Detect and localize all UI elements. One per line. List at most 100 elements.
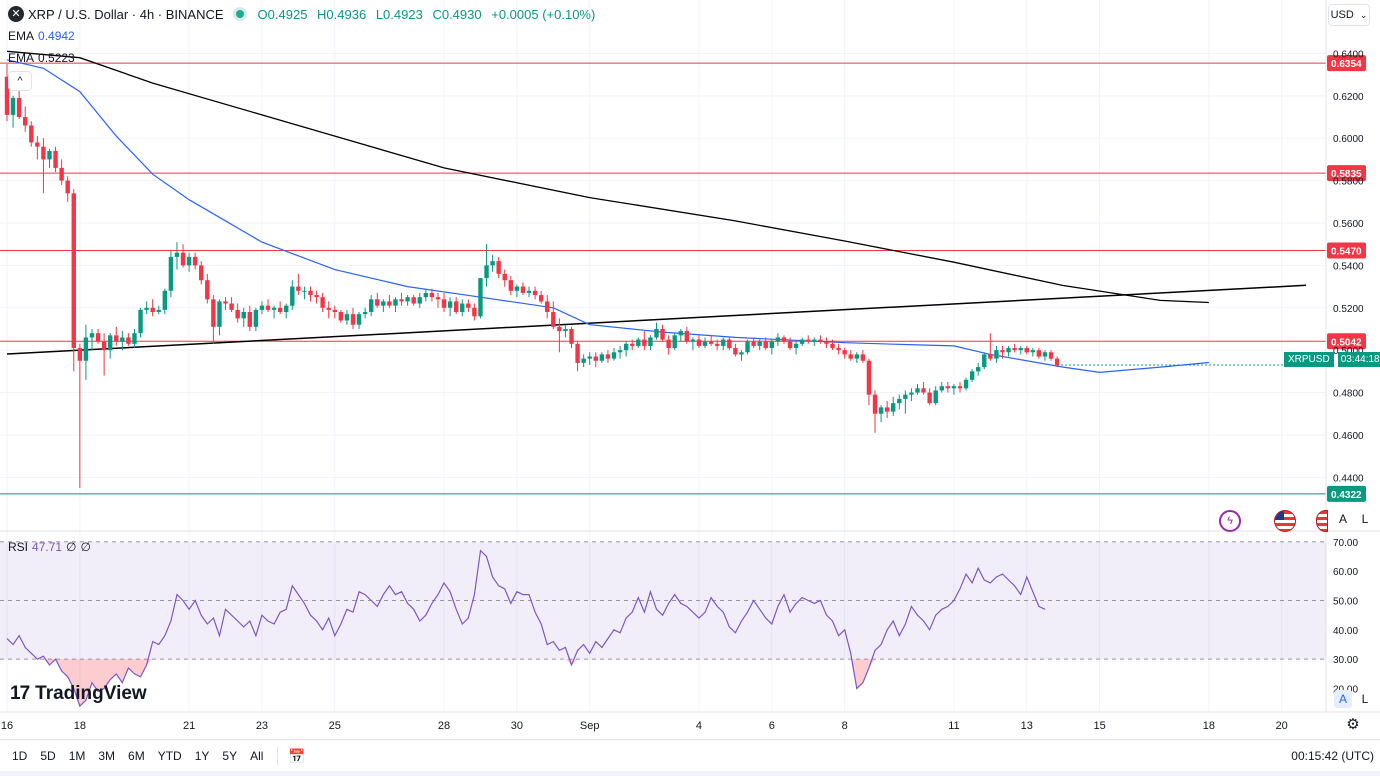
candle [642, 331, 647, 351]
candle-body [241, 312, 246, 319]
candle [284, 303, 289, 319]
candle-body [793, 343, 799, 349]
timeframe-ytd[interactable]: YTD [157, 749, 182, 763]
us-flag-icon[interactable] [1274, 510, 1296, 532]
candle [866, 358, 872, 406]
symbol-legend: ✕ XRP / U.S. Dollar · 4h · BINANCE O0.49… [8, 5, 601, 23]
lightning-icon[interactable]: ϟ [1219, 510, 1241, 532]
tradingview-logo[interactable]: 17 TradingView [10, 683, 147, 705]
candle-body [733, 348, 738, 355]
candle [405, 295, 410, 306]
auto-scale-button[interactable]: A [1338, 512, 1347, 526]
timeframe-5d[interactable]: 5D [40, 749, 56, 763]
candle [672, 333, 677, 351]
candle-body [739, 352, 744, 355]
candle-body [976, 367, 981, 372]
candle [690, 337, 696, 351]
candle-body [10, 97, 16, 115]
candle [708, 335, 714, 346]
y-tick-label: 0.5000 [1333, 346, 1364, 357]
candle-body [472, 307, 477, 317]
candle [963, 377, 969, 391]
candle [23, 106, 28, 132]
candle [156, 305, 161, 315]
log-scale-button[interactable]: L [1361, 512, 1369, 526]
candle-body [909, 392, 914, 395]
y-tick-label: 0.5600 [1333, 219, 1364, 230]
currency-button[interactable]: USD ⌄ [1328, 4, 1370, 26]
rsi-tick-label: 50.00 [1333, 596, 1358, 607]
candle-body [957, 386, 963, 389]
rsi-label: RSI [8, 540, 29, 554]
candle [538, 290, 544, 304]
candle [787, 337, 793, 351]
candle-body [551, 312, 556, 327]
candle [969, 369, 975, 382]
candle [441, 292, 447, 313]
ema-legend-slow[interactable]: EMA 0.5223 [8, 49, 75, 67]
timeframe-6m[interactable]: 6M [128, 749, 145, 763]
candle [65, 176, 70, 202]
candle-body [714, 343, 720, 346]
utc-clock[interactable]: 00:15:42 (UTC) [1291, 749, 1374, 763]
candle-body [16, 97, 22, 118]
candle [945, 381, 951, 393]
collapse-legend-button[interactable]: ^ [8, 71, 32, 91]
candle [496, 256, 501, 279]
ema-fast-line [6, 59, 1209, 374]
candle [490, 254, 495, 272]
candle [435, 292, 441, 308]
timeframe-1d[interactable]: 1D [12, 749, 28, 763]
candle-body [787, 341, 793, 349]
rsi-tick-label: 70.00 [1333, 538, 1358, 549]
gear-icon[interactable]: ⚙ [1346, 716, 1360, 733]
timeframe-1m[interactable]: 1M [68, 749, 86, 763]
candle [466, 299, 471, 313]
rsi-oversold-fill [7, 659, 1045, 707]
timeframe-1y[interactable]: 1Y [194, 749, 210, 763]
level-badge [1327, 485, 1366, 502]
candle [733, 343, 738, 357]
candle [211, 295, 216, 344]
candle [617, 345, 623, 359]
candle-body [575, 343, 580, 363]
candle-body [891, 403, 896, 412]
candle [781, 335, 787, 344]
candle-body [557, 326, 562, 332]
timeframe-3m[interactable]: 3M [98, 749, 116, 763]
candle [120, 331, 125, 351]
candle [872, 390, 878, 433]
candle [1024, 345, 1029, 355]
candle-body [478, 278, 483, 317]
rsi-band-fill [0, 541, 1326, 660]
candle [1006, 345, 1011, 357]
rsi-auto-scale-button[interactable]: A [1334, 690, 1352, 708]
candle [630, 339, 635, 351]
candle-body [296, 286, 301, 291]
candle [144, 301, 149, 315]
level-badge [1327, 242, 1366, 259]
symbol-title[interactable]: XRP / U.S. Dollar · 4h · BINANCE [28, 6, 224, 22]
candle [508, 275, 514, 296]
high-value: H0.4936 [317, 6, 367, 22]
timeframe-all[interactable]: All [250, 749, 264, 763]
ema-lines [6, 50, 1307, 374]
ema-legend-fast[interactable]: EMA 0.4942 [8, 27, 75, 45]
candle-body [308, 290, 313, 296]
rsi-log-scale-button[interactable]: L [1361, 692, 1369, 706]
timeframe-5y[interactable]: 5Y [222, 749, 238, 763]
us-flag-icon[interactable] [1316, 510, 1328, 532]
candle [89, 328, 95, 351]
calendar-icon[interactable]: 📅 [288, 747, 306, 764]
candle-body [101, 341, 107, 351]
candle-body [253, 309, 259, 327]
change-value: +0.0005 (+0.10%) [491, 6, 596, 22]
chart-area[interactable]: 0.6354 0.5835 0.5470 0.5042 0.4322 16 18 21 23 2… [0, 0, 1380, 739]
candle [302, 286, 307, 300]
candle-body [812, 339, 817, 342]
candle [903, 390, 908, 414]
candle-body [617, 350, 623, 353]
rsi-extra: ∅ [80, 540, 91, 554]
rsi-legend[interactable]: RSI 47.71 ∅ ∅ [8, 540, 91, 554]
candle [247, 305, 252, 332]
